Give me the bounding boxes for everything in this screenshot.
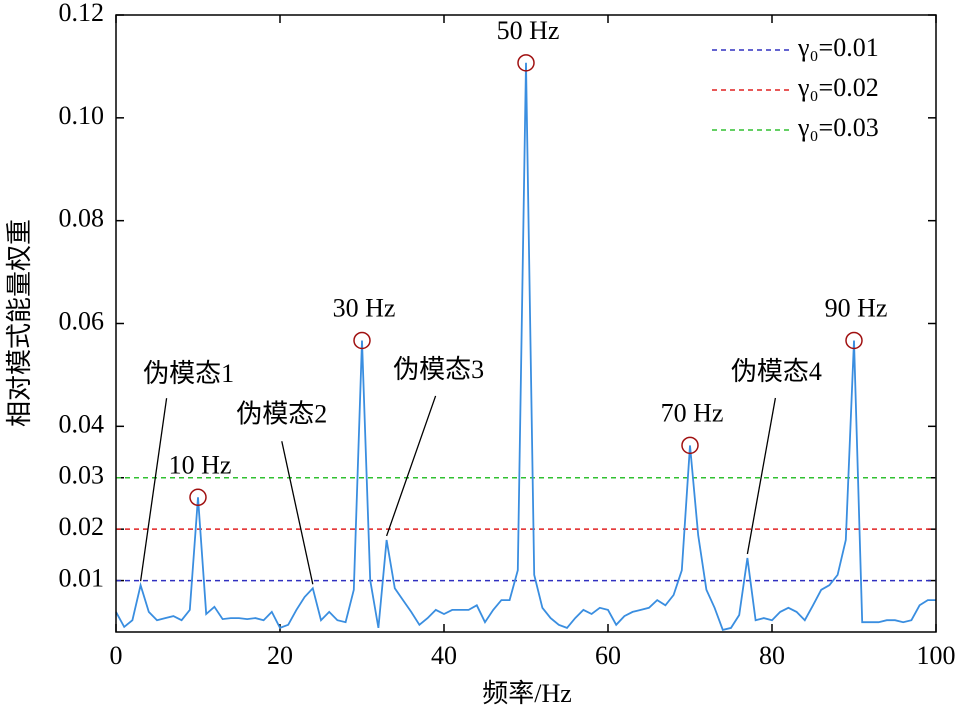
y-tick-label: 0.03 [59,461,105,490]
y-tick-label: 0.12 [59,0,105,27]
y-tick-label: 0.10 [59,101,105,130]
peak-marker [517,54,535,72]
pseudo-label: 伪模态4 [731,357,822,386]
x-tick-label: 20 [267,641,293,670]
pseudo-label: 伪模态2 [236,399,327,428]
pseudo-leader [139,398,168,582]
peak-label: 90 Hz [825,293,888,322]
peak-label: 30 Hz [333,293,396,322]
pseudo-leader [746,397,777,555]
x-tick-label: 0 [110,641,123,670]
y-tick-label: 0.02 [59,512,105,541]
y-tick-label: 0.01 [59,564,105,593]
peak-marker [845,331,863,350]
x-tick-label: 80 [759,641,785,670]
peak-label: 50 Hz [497,16,560,45]
peak-marker [189,488,207,507]
plot-frame [115,14,937,633]
legend-label: γ₀=0.03 [797,113,879,142]
y-tick-label: 0.06 [59,306,105,335]
y-tick-label: 0.08 [59,204,105,233]
pseudo-leader [385,395,437,537]
x-tick-label: 60 [595,641,621,670]
peak-label: 10 Hz [169,450,232,479]
data-line [115,62,936,631]
y-tick-label: 0.04 [59,409,105,438]
y-axis-label: 相对模式能量权重 [5,219,34,427]
pseudo-label: 伪模态3 [393,355,484,384]
pseudo-leader [281,441,314,585]
pseudo-label: 伪模态1 [143,359,234,388]
peak-marker [681,436,699,455]
peak-label: 70 Hz [661,398,724,427]
x-tick-label: 40 [431,641,457,670]
legend-label: γ₀=0.01 [797,33,879,62]
x-tick-label: 100 [917,641,956,670]
peak-marker [353,331,371,350]
x-axis-label: 频率/Hz [482,679,572,708]
legend-label: γ₀=0.02 [797,73,879,102]
